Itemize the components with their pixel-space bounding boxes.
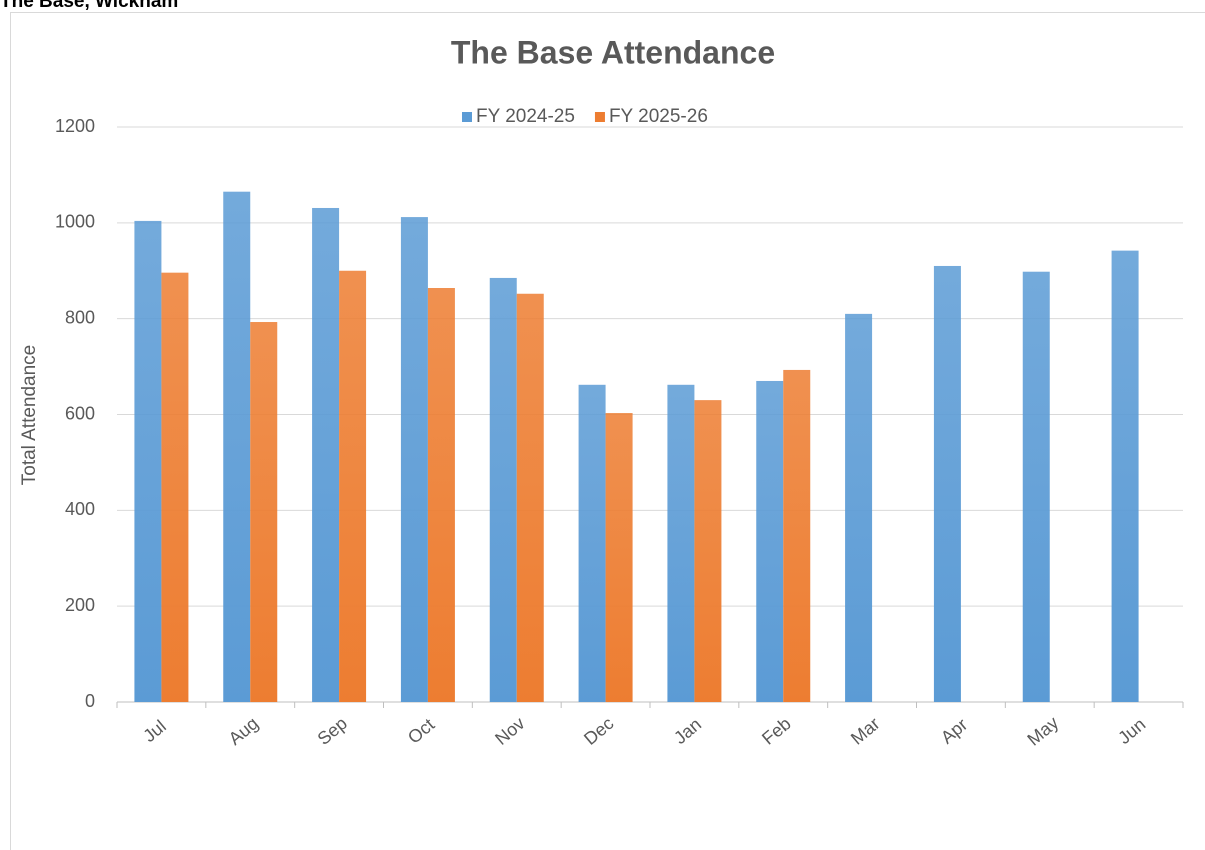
legend-swatch xyxy=(594,112,605,122)
x-tick-label: Nov xyxy=(491,713,528,749)
x-tick-label: Sep xyxy=(314,713,351,749)
bar xyxy=(1111,250,1139,702)
bar xyxy=(250,322,278,702)
chart-border xyxy=(10,12,1205,850)
y-tick-label: 1000 xyxy=(55,212,95,232)
legend-label: FY 2025-26 xyxy=(609,106,708,127)
x-tick-label: Feb xyxy=(758,713,795,748)
bar xyxy=(134,220,162,702)
x-tick-label: Jul xyxy=(139,716,169,746)
x-tick-label: Apr xyxy=(937,714,971,747)
bar xyxy=(400,217,428,703)
y-axis-label: Total Attendance xyxy=(19,345,40,486)
bar xyxy=(161,272,189,702)
bar xyxy=(223,191,251,702)
legend-label: FY 2024-25 xyxy=(476,106,575,127)
legend-swatch xyxy=(462,112,472,122)
y-tick-label: 200 xyxy=(65,595,95,615)
bar xyxy=(578,384,606,702)
y-tick-label: 0 xyxy=(85,691,95,711)
bar xyxy=(1022,271,1050,702)
bar xyxy=(756,380,784,702)
page-header: The Base, Wickham xyxy=(0,0,178,12)
x-tick-label: Oct xyxy=(404,714,438,747)
x-tick-label: Jun xyxy=(1114,714,1149,748)
y-tick-label: 400 xyxy=(65,499,95,519)
x-tick-label: Aug xyxy=(225,713,262,749)
bar xyxy=(605,413,633,702)
bar xyxy=(516,293,544,702)
bar xyxy=(489,277,517,702)
bar xyxy=(845,313,873,702)
bar xyxy=(783,369,811,702)
chart-title: The Base Attendance xyxy=(451,34,775,70)
bar xyxy=(312,207,340,702)
x-tick-label: May xyxy=(1023,712,1062,749)
bar xyxy=(339,270,367,702)
y-tick-label: 1200 xyxy=(55,116,95,136)
y-tick-label: 600 xyxy=(65,403,95,423)
bar xyxy=(427,288,455,702)
y-tick-label: 800 xyxy=(65,307,95,327)
bar xyxy=(667,384,695,702)
x-tick-label: Jan xyxy=(670,714,705,748)
x-tick-label: Dec xyxy=(580,713,617,749)
bar xyxy=(933,265,961,702)
x-tick-label: Mar xyxy=(847,713,884,748)
bar xyxy=(694,400,722,702)
